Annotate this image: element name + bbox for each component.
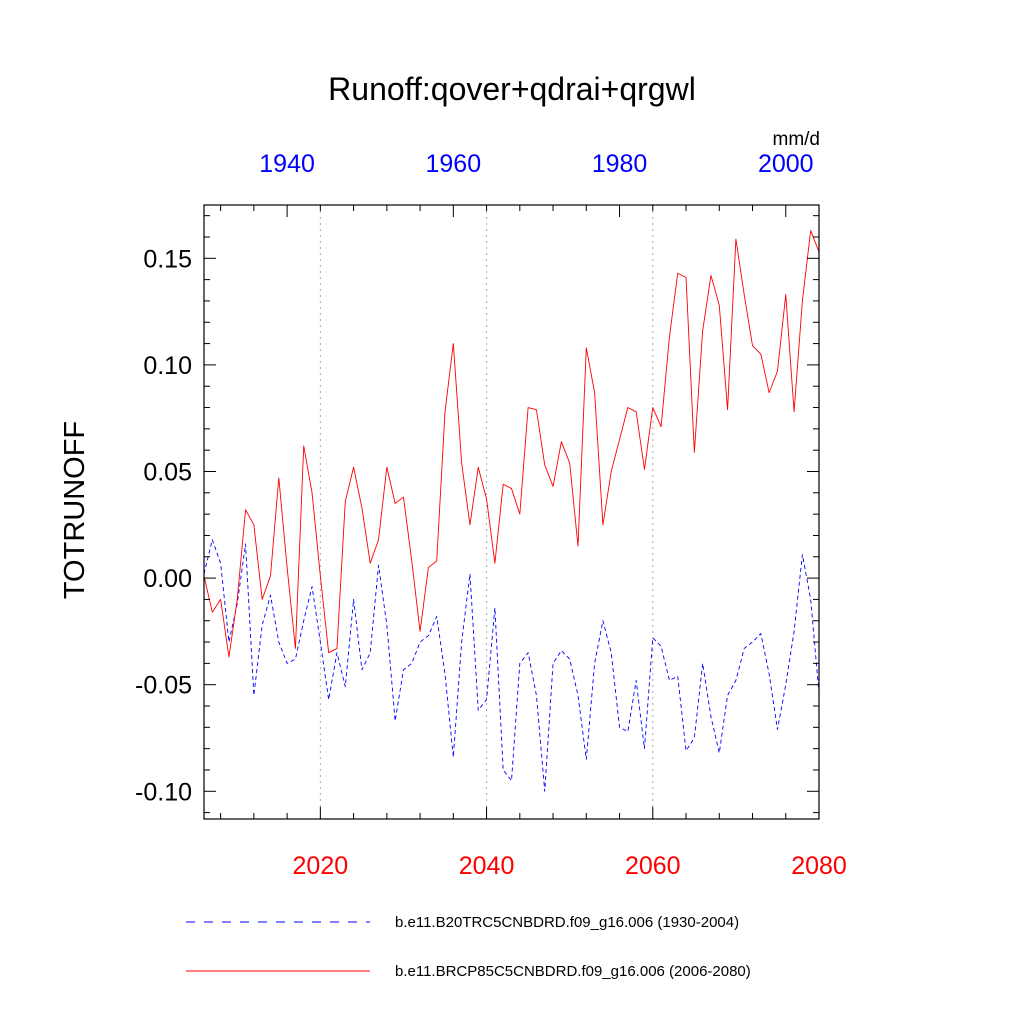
legend-label-rcp85: b.e11.BRCP85C5CNBDRD.f09_g16.006 (2006-2… [395,963,751,980]
y-tick-label: 0.05 [143,458,192,486]
x-bottom-tick-label: 2060 [625,852,681,880]
x-top-tick-label: 2000 [758,150,814,178]
y-tick-label: 0.10 [143,352,192,380]
x-top-tick-label: 1940 [259,150,315,178]
y-tick-label: 0.15 [143,245,192,273]
x-top-tick-label: 1960 [426,150,482,178]
chart-title: Runoff:qover+qdrai+qrgwl [328,71,696,107]
x-top-tick-label: 1980 [592,150,648,178]
series-line-historical [203,539,820,792]
legend-label-historical: b.e11.B20TRC5CNBDRD.f09_g16.006 (1930-20… [395,914,739,931]
x-bottom-tick-label: 2020 [293,852,349,880]
series-line-rcp85 [203,230,820,658]
y-tick-label: -0.10 [135,778,192,806]
y-tick-label: 0.00 [143,565,192,593]
axis-ticks [204,205,820,819]
grid-lines [319,205,654,819]
tick-labels: 0.15 0.10 0.05 0.00 -0.05 -0.10 2020 2040 2060 20… [135,150,847,880]
y-tick-label: -0.05 [135,672,192,700]
units-label: mm/d [773,129,821,150]
x-bottom-tick-label: 2080 [791,852,847,880]
y-axis-label: TOTRUNOFF [59,421,91,599]
x-bottom-tick-label: 2040 [459,852,515,880]
legend: b.e11.B20TRC5CNBDRD.f09_g16.006 (1930-20… [186,914,751,980]
series-lines [203,230,820,792]
plot-frame [203,204,820,820]
